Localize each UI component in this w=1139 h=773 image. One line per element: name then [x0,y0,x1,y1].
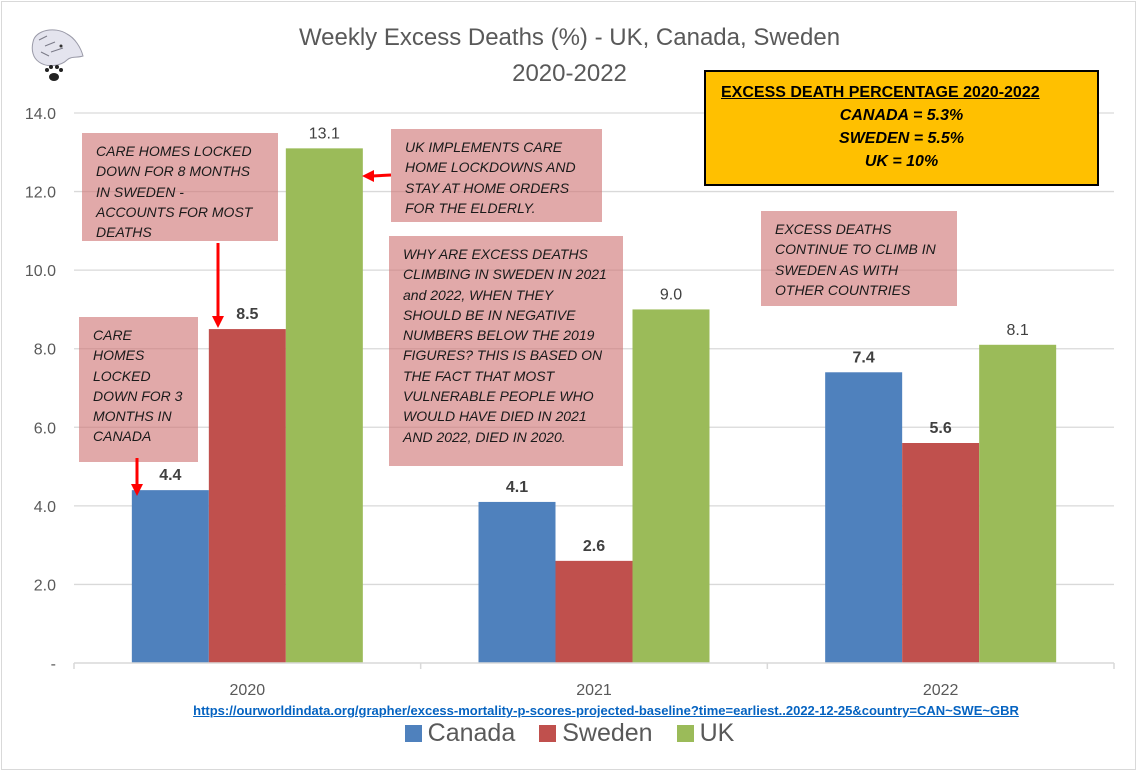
y-tick-label: - [51,656,56,673]
summary-box: EXCESS DEATH PERCENTAGE 2020-2022 CANADA… [704,70,1099,186]
bar-uk-2021 [632,309,710,663]
bar-canada-2021 [478,501,556,663]
annotation-why-climbing: WHY ARE EXCESS DEATHS CLIMBING IN SWEDEN… [389,236,623,466]
y-tick-label: 10.0 [25,263,56,280]
legend-label-canada: Canada [427,719,516,747]
summary-canada: CANADA = 5.3% [839,107,964,124]
bar-canada-2022 [825,372,903,663]
legend-swatch-sweden [539,725,557,742]
summary-sweden: SWEDEN = 5.5% [839,130,964,147]
y-tick-label: 2.0 [34,577,56,594]
chart-title: Weekly Excess Deaths (%) - UK, Canada, S… [298,24,841,51]
annotation-canada-care-homes: CARE HOMES LOCKED DOWN FOR 3 MONTHS IN C… [79,317,198,462]
data-label: 4.4 [159,467,181,484]
x-tick-label: 2021 [576,682,612,699]
source-link[interactable]: https://ourworldindata.org/grapher/exces… [193,703,1019,718]
y-tick-label: 4.0 [34,499,56,516]
data-label: 4.1 [506,479,528,496]
bar-sweden-2020 [208,329,286,663]
y-tick-label: 12.0 [25,185,56,202]
x-tick-label: 2020 [230,682,266,699]
data-label: 2.6 [583,538,605,555]
legend: Canada Sweden UK [0,719,1139,748]
annotation-sweden-care-homes: CARE HOMES LOCKED DOWN FOR 8 MONTHS IN S… [82,133,278,241]
data-label: 8.1 [1007,322,1029,339]
bar-sweden-2022 [902,443,980,663]
data-label: 9.0 [660,286,682,303]
legend-label-sweden: Sweden [562,719,653,747]
legend-swatch-uk [676,725,694,742]
data-label: 5.6 [930,420,952,437]
legend-item-canada: Canada [404,719,516,748]
annotation-uk-lockdowns: UK IMPLEMENTS CARE HOME LOCKDOWNS AND ST… [391,129,602,222]
x-tick-label: 2022 [923,682,959,699]
data-label: 8.5 [236,306,258,323]
summary-heading: EXCESS DEATH PERCENTAGE 2020-2022 [721,84,1040,101]
data-label: 7.4 [853,349,875,366]
summary-uk: UK = 10% [864,153,939,170]
chart-subtitle: 2020-2022 [512,60,627,87]
bar-sweden-2021 [555,560,633,663]
bar-uk-2022 [979,344,1057,663]
legend-label-uk: UK [699,719,735,747]
wolf-logo-icon [25,22,89,84]
bar-canada-2020 [131,490,209,663]
bar-uk-2020 [285,148,363,663]
legend-item-sweden: Sweden [539,719,653,748]
y-tick-label: 6.0 [34,420,56,437]
y-tick-label: 8.0 [34,342,56,359]
annotation-continue-climb: EXCESS DEATHS CONTINUE TO CLIMB IN SWEDE… [761,211,957,306]
data-label: 13.1 [309,125,340,142]
y-tick-label: 14.0 [25,106,56,123]
legend-swatch-canada [404,725,422,742]
legend-item-uk: UK [676,719,735,748]
